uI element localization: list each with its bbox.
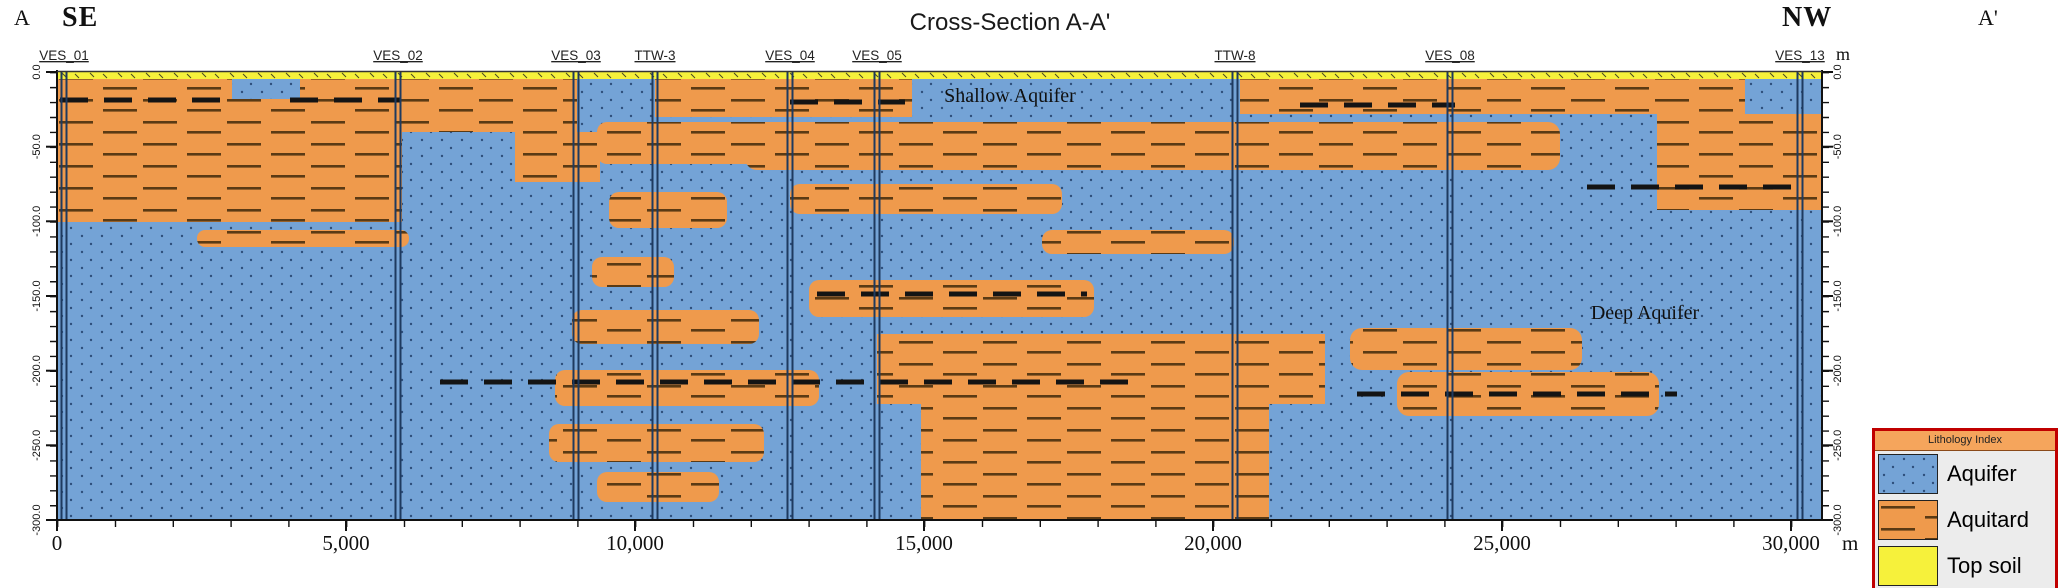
left-depth-axis-labels: 0.0 -50.0 -100.0 -150.0 -200.0 -250.0 -3… bbox=[31, 64, 43, 535]
direction-se-label: SE bbox=[62, 2, 99, 33]
deep-aquifer-annotation: Deep Aquifer bbox=[1591, 302, 1700, 324]
borehole-ves-03 bbox=[572, 72, 580, 520]
endpoint-a-prime-label: A' bbox=[1978, 5, 1998, 30]
station-label: VES_05 bbox=[852, 48, 902, 63]
legend-item-label: Top soil bbox=[1947, 553, 2022, 578]
borehole-ves-05 bbox=[873, 72, 881, 520]
legend-item-label: Aquitard bbox=[1947, 507, 2029, 532]
legend-item-label: Aquifer bbox=[1947, 461, 2017, 486]
figure-title: Cross-Section A-A' bbox=[909, 9, 1111, 36]
depth-tick-label: 0.0 bbox=[31, 64, 43, 79]
distance-tick-label: 10,000 bbox=[606, 531, 664, 555]
right-depth-axis-labels: 0.0 -50.0 -100.0 -150.0 -200.0 -250.0 -3… bbox=[1832, 64, 1844, 535]
station-labels: VES_01 VES_02 VES_03 TTW-3 VES_04 VES_05… bbox=[39, 44, 1850, 64]
distance-tick-label: 5,000 bbox=[322, 531, 369, 555]
endpoint-a-label: A bbox=[14, 5, 30, 30]
depth-tick-label: -100.0 bbox=[31, 206, 43, 237]
depth-tick-label: -300.0 bbox=[31, 504, 43, 535]
topsoil-swatch bbox=[1878, 546, 1938, 586]
station-label: VES_08 bbox=[1425, 48, 1475, 63]
distance-tick-label: 15,000 bbox=[895, 531, 953, 555]
depth-tick-label: -50.0 bbox=[31, 134, 43, 159]
legend-title: Lithology Index bbox=[1875, 431, 2055, 451]
borehole-ves-08 bbox=[1446, 72, 1454, 520]
geology-section: Shallow Aquifer Deep Aquifer bbox=[57, 72, 1822, 520]
borehole-ves-01 bbox=[60, 72, 68, 520]
distance-unit-label: m bbox=[1842, 531, 1858, 555]
aquifer-lens bbox=[232, 79, 300, 99]
distance-tick-label: 20,000 bbox=[1184, 531, 1242, 555]
station-label: VES_02 bbox=[373, 48, 423, 63]
station-label: VES_13 bbox=[1775, 48, 1825, 63]
aquifer-swatch bbox=[1878, 454, 1938, 494]
borehole-ttw-8 bbox=[1231, 72, 1239, 520]
depth-tick-label: -250.0 bbox=[1832, 430, 1844, 461]
borehole-ves-02 bbox=[394, 72, 402, 520]
depth-tick-label: -200.0 bbox=[1832, 355, 1844, 386]
direction-nw-label: NW bbox=[1782, 2, 1833, 33]
lithology-legend: Lithology Index Aquifer Aquitard Top soi… bbox=[1872, 428, 2058, 588]
depth-tick-label: -150.0 bbox=[31, 280, 43, 311]
distance-tick-label: 0 bbox=[52, 531, 63, 555]
depth-tick-label: -150.0 bbox=[1832, 280, 1844, 311]
depth-unit-label: m bbox=[1836, 44, 1850, 64]
major-ticks bbox=[46, 71, 1833, 531]
station-label: TTW-3 bbox=[635, 48, 676, 63]
depth-tick-label: 0.0 bbox=[1832, 64, 1844, 79]
legend-item-aquitard: Aquitard bbox=[1875, 497, 2055, 543]
boreholes bbox=[60, 72, 1804, 520]
legend-item-aquifer: Aquifer bbox=[1875, 451, 2055, 497]
clay-marker-dashes bbox=[60, 97, 1807, 397]
distance-tick-label: 25,000 bbox=[1473, 531, 1531, 555]
borehole-ves-13 bbox=[1796, 72, 1804, 520]
topsoil-layer bbox=[57, 72, 1822, 79]
station-label: VES_01 bbox=[39, 48, 89, 63]
depth-tick-label: -200.0 bbox=[31, 355, 43, 386]
borehole-ves-04 bbox=[786, 72, 794, 520]
depth-tick-label: -250.0 bbox=[31, 430, 43, 461]
aquitard-swatch bbox=[1878, 500, 1938, 540]
station-label: VES_04 bbox=[765, 48, 815, 63]
station-label: TTW-8 bbox=[1215, 48, 1256, 63]
depth-tick-label: -50.0 bbox=[1832, 134, 1844, 159]
shallow-aquifer-annotation: Shallow Aquifer bbox=[944, 85, 1076, 107]
station-label: VES_03 bbox=[551, 48, 601, 63]
borehole-ttw-3 bbox=[651, 72, 659, 520]
distance-axis-labels: 0 5,000 10,000 15,000 20,000 25,000 30,0… bbox=[52, 531, 1859, 555]
legend-item-topsoil: Top soil bbox=[1875, 543, 2055, 588]
depth-tick-label: -100.0 bbox=[1832, 206, 1844, 237]
depth-tick-label: -300.0 bbox=[1832, 504, 1844, 535]
distance-tick-label: 30,000 bbox=[1762, 531, 1820, 555]
